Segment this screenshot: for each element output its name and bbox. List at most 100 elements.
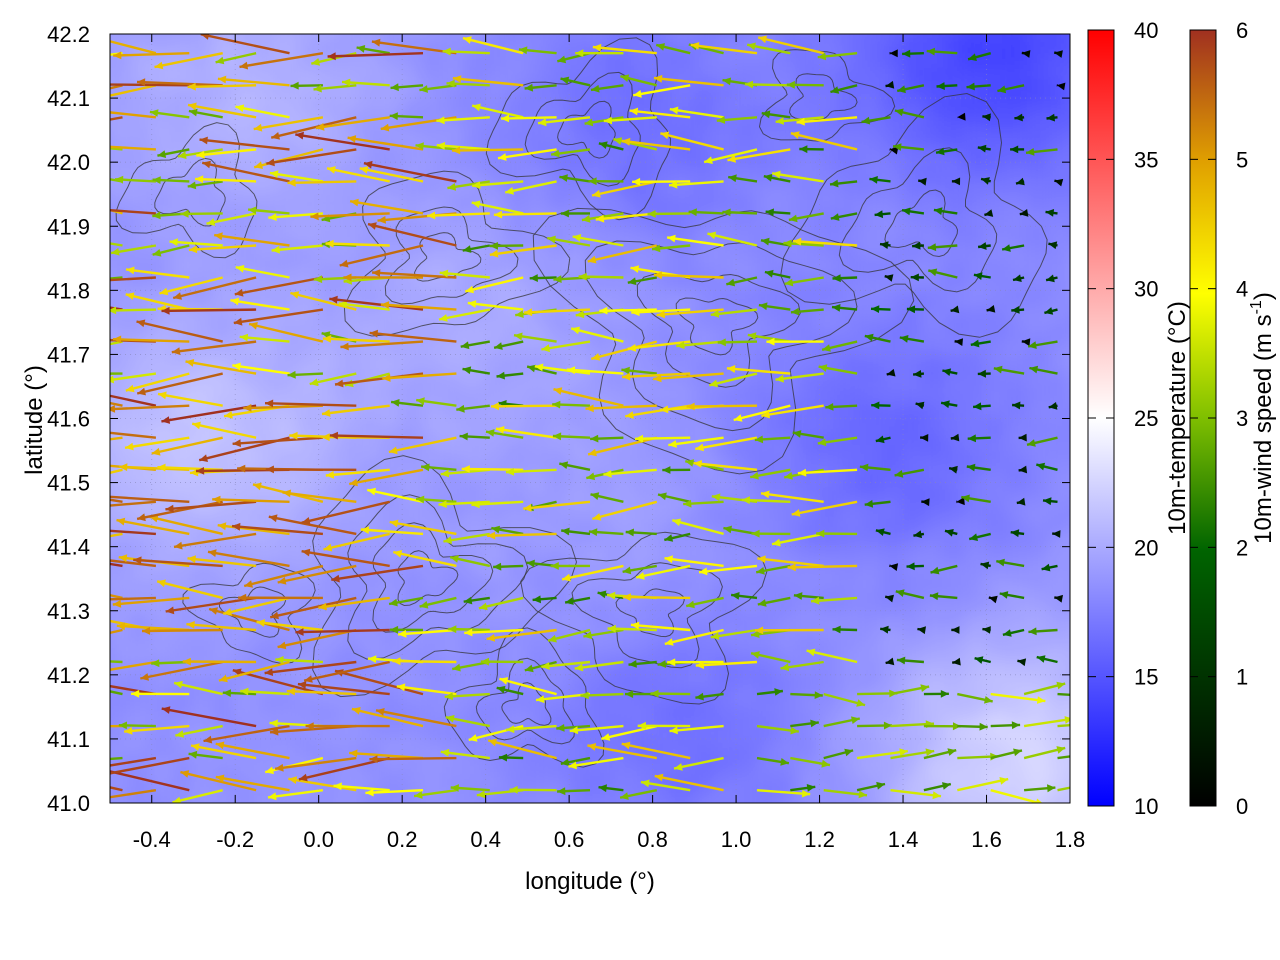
- wind-vector-head: [157, 579, 166, 588]
- heatmap-cell: [776, 673, 800, 692]
- wind-vector-head: [240, 687, 249, 696]
- wind-vector-head: [575, 310, 585, 319]
- wind-vector-head: [195, 175, 204, 184]
- heatmap-cell: [422, 513, 445, 532]
- heatmap-cell: [110, 545, 111, 564]
- heatmap-cell: [505, 705, 529, 724]
- heatmap-cell: [1006, 129, 1030, 148]
- heatmap-cell: [442, 577, 466, 596]
- heatmap-cell: [755, 225, 779, 244]
- wind-vector-head: [436, 116, 445, 125]
- heatmap-cell: [630, 225, 654, 244]
- wind-vector-shaft: [500, 116, 557, 120]
- heatmap-cell: [338, 225, 362, 244]
- heatmap-cell: [275, 34, 299, 52]
- heatmap-cell: [110, 113, 111, 132]
- heatmap-cell: [735, 241, 758, 260]
- wind-vector-shaft: [664, 628, 724, 646]
- heatmap-cell: [964, 34, 988, 52]
- heatmap-cell: [735, 657, 758, 676]
- heatmap-cell: [964, 785, 988, 803]
- heatmap-cell: [1027, 417, 1051, 436]
- wind-vector-head: [686, 402, 695, 411]
- heatmap-cell: [589, 689, 612, 708]
- heatmap-cell: [860, 577, 884, 596]
- heatmap-cell: [985, 385, 1009, 404]
- wind-vector-shaft: [890, 789, 942, 798]
- heatmap-cell: [922, 321, 946, 340]
- heatmap-cell: [422, 34, 445, 35]
- heatmap-cell: [693, 34, 717, 35]
- y-tick-label: 42.0: [47, 150, 90, 175]
- heatmap-cell: [1048, 49, 1070, 68]
- heatmap-cell: [192, 97, 216, 116]
- heatmap-cell: [150, 673, 174, 692]
- wind-vector-shaft: [621, 372, 691, 379]
- heatmap-cell: [150, 785, 174, 803]
- wind-vector-head: [772, 538, 781, 547]
- x-tick-label: 1.8: [1055, 827, 1086, 852]
- heatmap-cell: [839, 802, 863, 803]
- heatmap-cell: [1048, 545, 1070, 564]
- heatmap-cell: [1048, 401, 1070, 420]
- wind-vector-shaft: [110, 340, 123, 346]
- heatmap-cell: [67, 0, 90, 3]
- heatmap-cell: [192, 257, 216, 276]
- wind-vector-head: [486, 429, 495, 437]
- heatmap-cell: [1027, 34, 1051, 35]
- heatmap-cell: [755, 433, 779, 452]
- wind-vector-shaft: [523, 308, 591, 314]
- wind-vector-shaft: [587, 436, 658, 456]
- heatmap-cell: [234, 161, 258, 180]
- wind-vector-shaft: [471, 500, 524, 506]
- heatmap-cell: [797, 513, 821, 532]
- heatmap-cell: [296, 34, 320, 52]
- heatmap-cell: [943, 417, 967, 436]
- wind-vector-shaft: [110, 756, 157, 767]
- heatmap-cell: [255, 1, 278, 19]
- heatmap-cell: [526, 161, 550, 180]
- heatmap-cell: [985, 705, 1009, 724]
- heatmap-cell: [88, 818, 111, 836]
- heatmap-cell: [1006, 225, 1030, 244]
- heatmap-cell: [755, 369, 779, 388]
- heatmap-cell: [317, 705, 341, 724]
- heatmap-cell: [860, 625, 884, 644]
- heatmap-cell: [609, 465, 633, 484]
- wind-vector-head: [523, 504, 532, 512]
- heatmap-cell: [463, 721, 487, 740]
- heatmap-cell: [609, 545, 633, 564]
- heatmap-cell: [1027, 497, 1051, 516]
- heatmap-cell: [693, 497, 717, 516]
- wind-vector-head: [806, 784, 816, 792]
- heatmap-cell: [1006, 481, 1030, 500]
- heatmap-cell: [630, 209, 654, 228]
- wind-vector-head: [961, 494, 970, 503]
- heatmap-cell: [943, 513, 967, 532]
- heatmap-cell: [150, 113, 174, 132]
- wind-vector-shaft: [707, 232, 758, 247]
- heatmap-cell: [860, 353, 884, 372]
- heatmap-cell: [463, 305, 487, 324]
- wind-vector-shaft: [669, 108, 724, 119]
- wind-vector-head: [45, 579, 54, 587]
- heatmap-cell: [463, 401, 487, 420]
- heatmap-cell: [422, 769, 445, 788]
- heatmap-cell: [380, 0, 403, 3]
- heatmap-cell: [234, 1, 257, 19]
- heatmap-cell: [943, 34, 967, 52]
- heatmap-cell: [192, 34, 216, 35]
- heatmap-cell: [192, 625, 216, 644]
- heatmap-cell: [255, 209, 278, 228]
- heatmap-cell: [171, 209, 195, 228]
- wind-vector-shaft: [452, 77, 524, 87]
- heatmap-cell: [338, 625, 362, 644]
- heatmap-cell: [442, 321, 466, 340]
- heatmap-cell: [609, 481, 633, 500]
- heatmap-cell: [881, 641, 905, 660]
- heatmap-cell: [317, 97, 341, 116]
- heatmap-cell: [609, 577, 633, 596]
- wind-vector-head: [832, 274, 841, 283]
- wind-vector-head: [277, 577, 287, 585]
- wind-vector-shaft: [760, 492, 824, 503]
